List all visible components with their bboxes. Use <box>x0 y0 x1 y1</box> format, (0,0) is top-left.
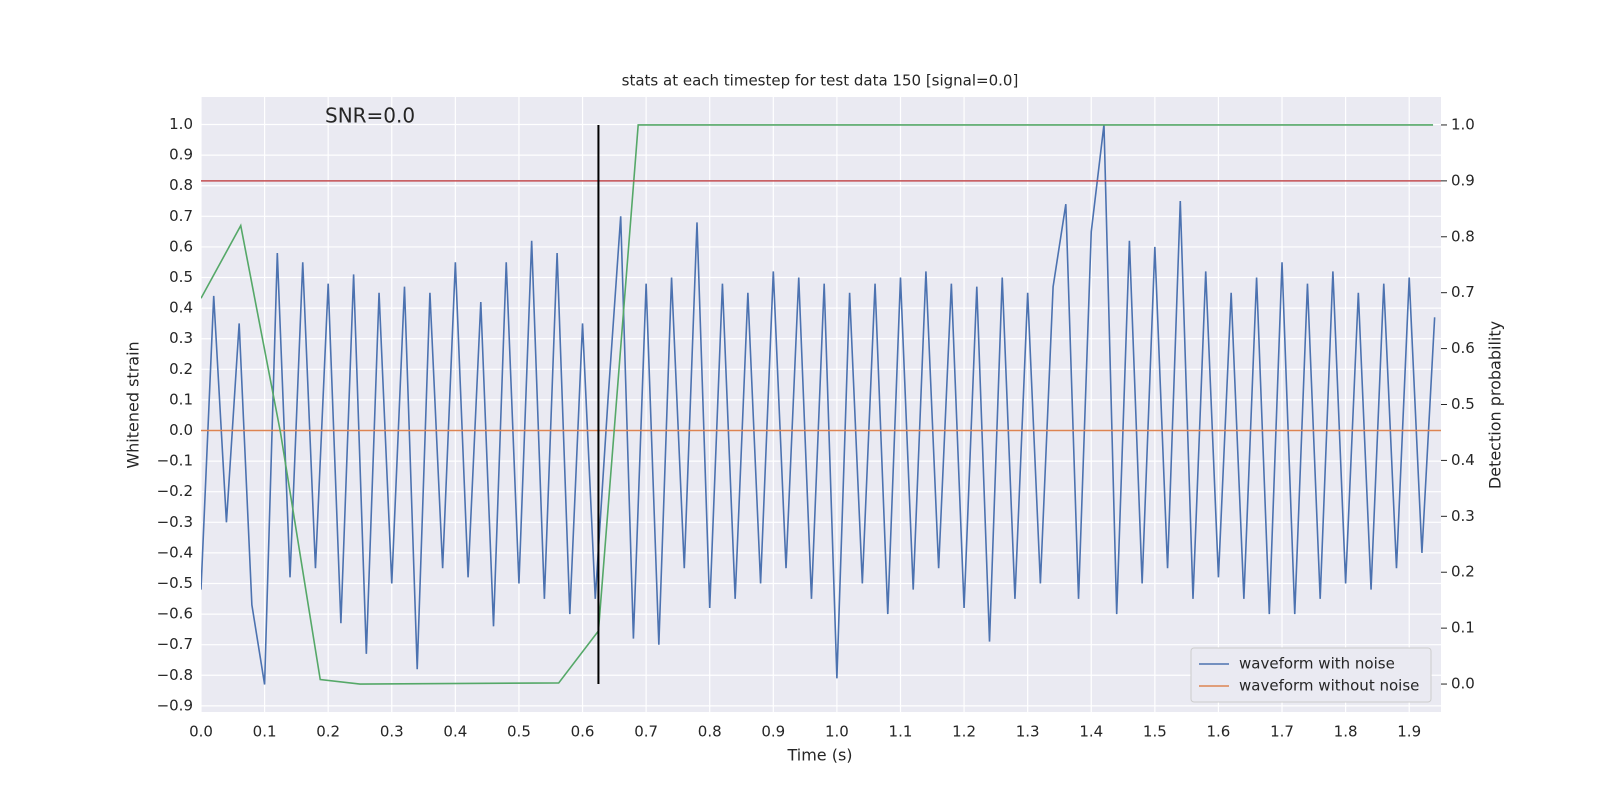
plot-background <box>201 97 1441 712</box>
y-tick-label: 0.1 <box>169 390 193 408</box>
y-tick-label: 0.2 <box>169 360 193 378</box>
x-tick-label: 0.8 <box>698 723 722 741</box>
y-tick-label: −0.1 <box>157 452 193 470</box>
y2-tick-label: 1.0 <box>1451 115 1475 133</box>
y-tick-label: −0.8 <box>157 666 193 684</box>
y-tick-label: 0.6 <box>169 237 193 255</box>
x-tick-label: 0.1 <box>253 723 277 741</box>
x-tick-label: 1.5 <box>1143 723 1167 741</box>
y2-tick-label: 0.3 <box>1451 507 1475 525</box>
y-tick-label: 0.5 <box>169 268 193 286</box>
legend-label: waveform with noise <box>1239 655 1395 673</box>
legend-box <box>1190 647 1432 703</box>
y2-tick-label: 0.7 <box>1451 283 1475 301</box>
x-tick-label: 1.7 <box>1270 723 1294 741</box>
x-tick-label: 1.3 <box>1016 723 1040 741</box>
x-tick-label: 0.3 <box>380 723 404 741</box>
y2-tick-label: 0.6 <box>1451 339 1475 357</box>
y2-tick-label: 0.8 <box>1451 227 1475 245</box>
x-tick-label: 1.6 <box>1207 723 1231 741</box>
x-tick-label: 0.0 <box>189 723 213 741</box>
x-tick-label: 0.7 <box>634 723 658 741</box>
y-tick-label: −0.6 <box>157 605 193 623</box>
y2-axis-label: Detection probability <box>1486 321 1505 489</box>
y2-tick-label: 0.1 <box>1451 619 1475 637</box>
x-tick-label: 0.9 <box>761 723 785 741</box>
y-tick-label: 0.4 <box>169 299 193 317</box>
y-axis-label: Whitened strain <box>124 341 143 468</box>
x-tick-label: 0.4 <box>443 723 467 741</box>
chart-title: stats at each timestep for test data 150… <box>622 72 1019 90</box>
y-tick-label: 0.8 <box>169 176 193 194</box>
y-tick-label: 0.3 <box>169 329 193 347</box>
y2-tick-label: 0.5 <box>1451 395 1475 413</box>
y2-tick-label: 0.4 <box>1451 451 1475 469</box>
y-tick-label: −0.4 <box>157 543 193 561</box>
y2-tick-label: 0.2 <box>1451 563 1475 581</box>
legend-label: waveform without noise <box>1239 677 1419 695</box>
x-tick-label: 1.9 <box>1397 723 1421 741</box>
y-tick-label: −0.9 <box>157 696 193 714</box>
y-tick-label: −0.7 <box>157 635 193 653</box>
series-line <box>201 124 1436 685</box>
x-tick-label: 1.2 <box>952 723 976 741</box>
y-tick-label: 0.0 <box>169 421 193 439</box>
y-tick-label: −0.5 <box>157 574 193 592</box>
y-tick-label: 0.9 <box>169 146 193 164</box>
y2-tick-label: 0.9 <box>1451 171 1475 189</box>
x-tick-label: 1.8 <box>1334 723 1358 741</box>
x-tick-label: 1.0 <box>825 723 849 741</box>
x-axis-label: Time (s) <box>786 746 852 765</box>
x-tick-label: 0.2 <box>316 723 340 741</box>
x-tick-label: 0.5 <box>507 723 531 741</box>
x-tick-label: 0.6 <box>571 723 595 741</box>
x-tick-label: 1.4 <box>1079 723 1103 741</box>
x-tick-label: 1.1 <box>889 723 913 741</box>
series-line <box>201 124 1434 685</box>
y-tick-label: −0.2 <box>157 482 193 500</box>
y-tick-label: 1.0 <box>169 115 193 133</box>
y-tick-label: −0.3 <box>157 513 193 531</box>
y-tick-label: 0.7 <box>169 207 193 225</box>
y2-tick-label: 0.0 <box>1451 675 1475 693</box>
annotation: SNR=0.0 <box>325 104 415 128</box>
